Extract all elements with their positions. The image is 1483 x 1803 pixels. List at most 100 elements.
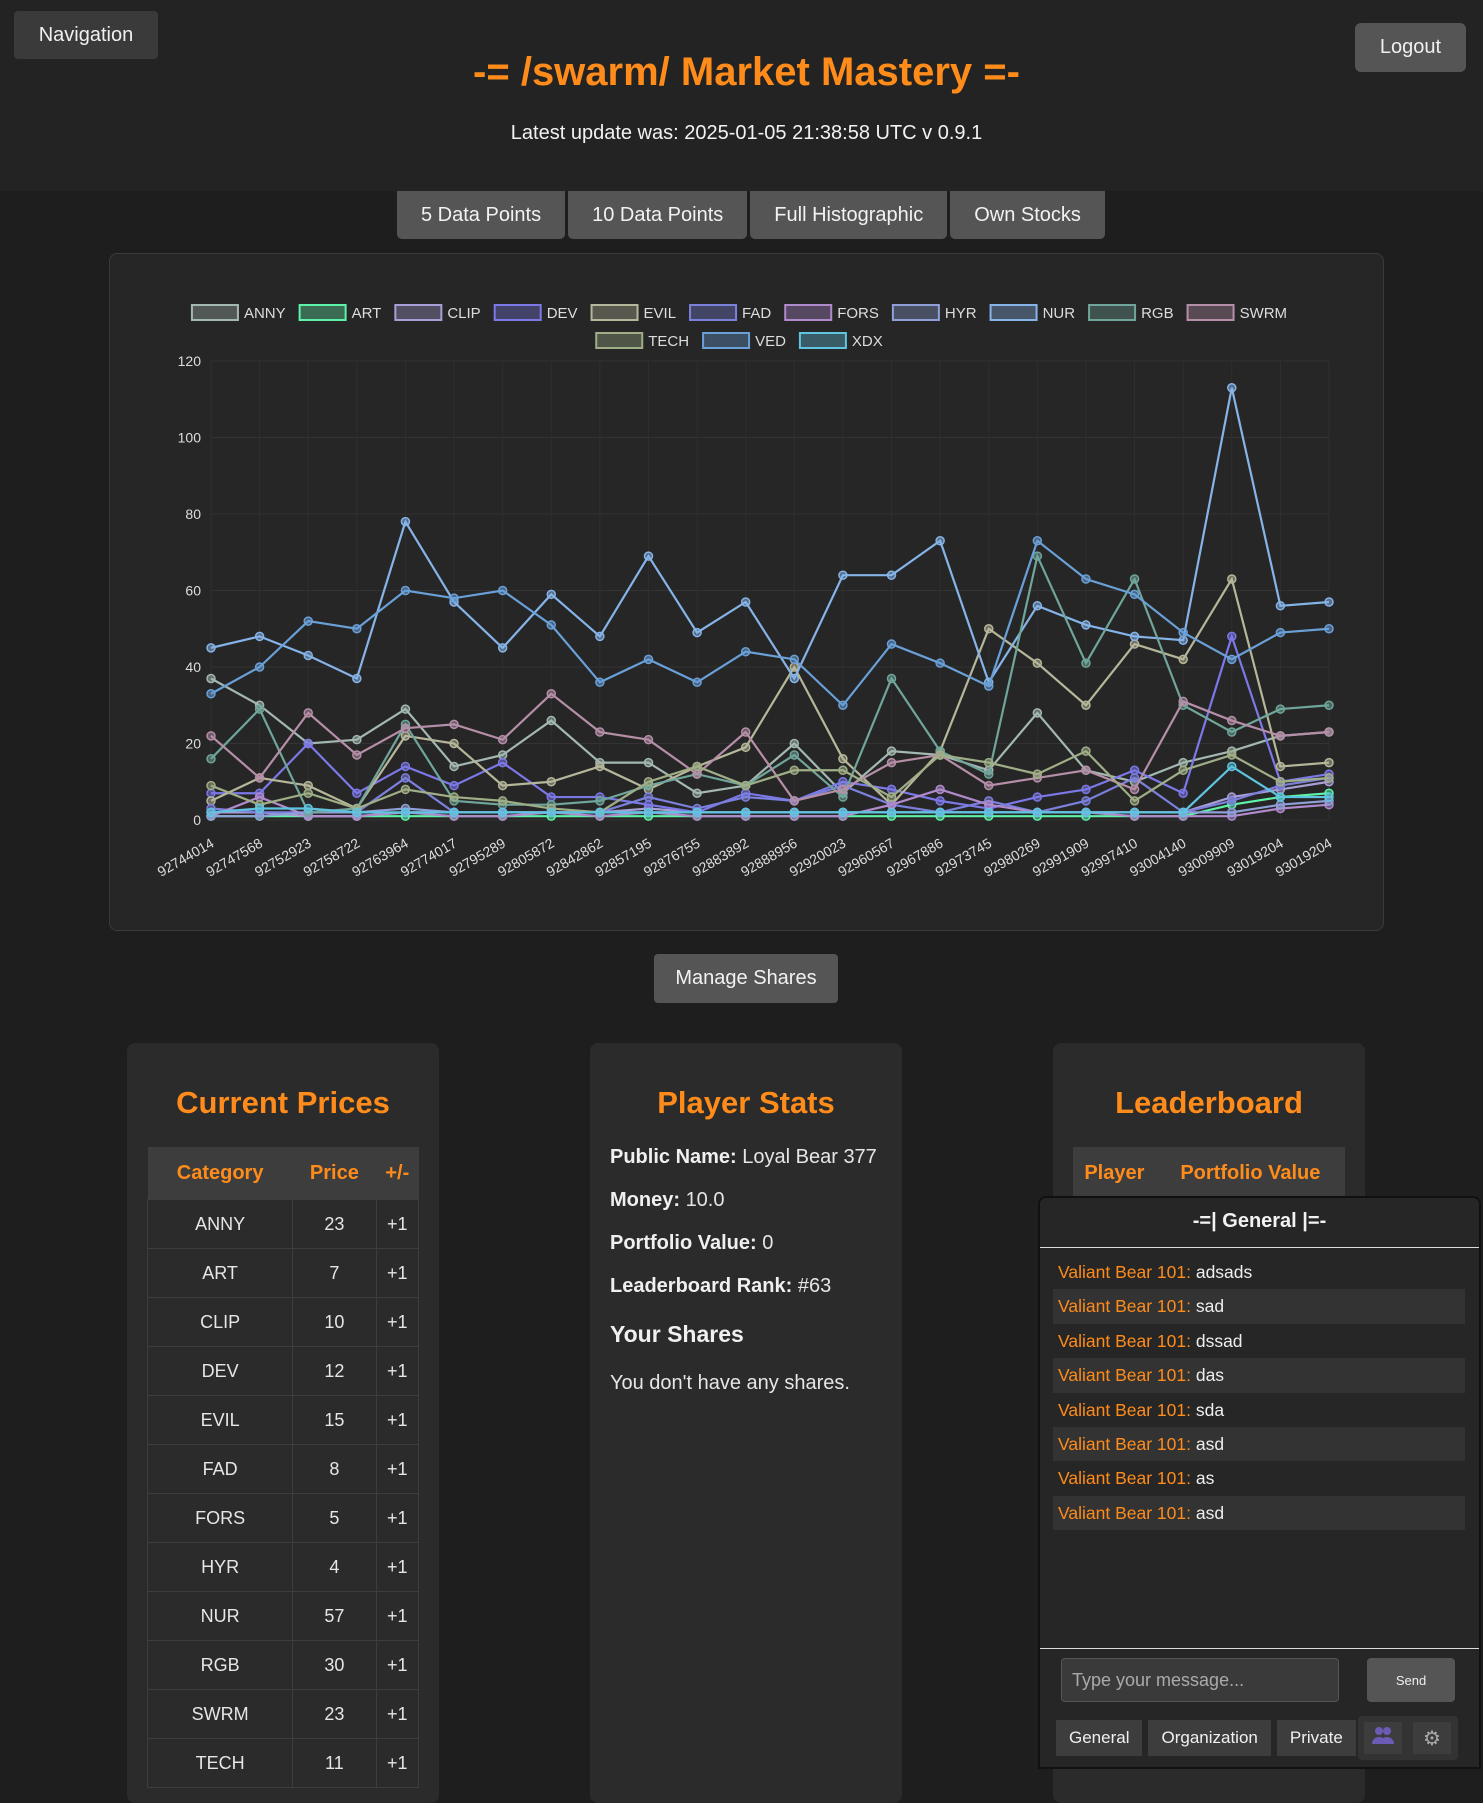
legend-label: EVIL	[644, 305, 677, 322]
data-point	[546, 689, 557, 699]
data-point	[643, 777, 654, 787]
data-point	[692, 769, 702, 779]
price-cell-change: +1	[375, 1542, 420, 1592]
current-prices-title: Current Prices	[176, 1085, 390, 1120]
data-point	[838, 784, 848, 795]
data-point	[352, 624, 362, 634]
chat-tab-organization[interactable]: Organization	[1148, 1720, 1271, 1756]
price-row: HYR 4 +1	[146, 1542, 420, 1592]
data-point	[1324, 757, 1334, 768]
data-point	[352, 750, 362, 760]
data-point	[497, 780, 508, 791]
series-line-fad	[210, 776, 1330, 814]
chat-message-author: Valiant Bear 101:	[1058, 1502, 1191, 1523]
chat-message-author: Valiant Bear 101:	[1058, 1330, 1191, 1351]
chat-message: Valiant Bear 101: adsads	[1053, 1255, 1465, 1289]
tab-own-stocks[interactable]: Own Stocks	[950, 191, 1105, 239]
data-point	[935, 750, 945, 760]
y-tick-label: 80	[185, 506, 201, 522]
price-cell-category: ART	[146, 1248, 294, 1298]
data-point	[692, 677, 702, 688]
chat-divider	[1040, 1247, 1479, 1248]
data-point	[546, 715, 557, 726]
data-point	[1178, 635, 1188, 645]
data-point	[546, 589, 557, 600]
data-point	[1081, 807, 1091, 818]
data-point	[303, 616, 313, 626]
price-cell-price: 4	[292, 1542, 377, 1592]
price-cell-category: RGB	[146, 1640, 294, 1690]
y-tick-label: 60	[185, 583, 201, 599]
data-point	[1032, 792, 1043, 802]
price-cell-category: SWRM	[146, 1689, 294, 1739]
tab-full-histographic[interactable]: Full Histographic	[750, 191, 948, 239]
data-point	[1178, 627, 1188, 638]
chat-message-text: asd	[1195, 1502, 1225, 1523]
navigation-button[interactable]: Navigation	[14, 11, 158, 59]
chat-message: Valiant Bear 101: sda	[1053, 1393, 1465, 1427]
price-chart: 0 20 40 60 80 100 120 92744014 92747568 92752923 9…	[109, 253, 1384, 931]
legend-label: SWRM	[1240, 305, 1288, 322]
data-point	[400, 731, 411, 741]
price-cell-price: 8	[292, 1444, 377, 1494]
chat-message: Valiant Bear 101: das	[1053, 1358, 1465, 1393]
data-point	[595, 796, 605, 806]
data-point	[400, 723, 411, 733]
chat-message: Valiant Bear 101: asd	[1053, 1426, 1465, 1462]
tab-10-data-points[interactable]: 10 Data Points	[568, 191, 748, 239]
chat-messages[interactable]: Valiant Bear 101: adsads Valiant Bear 101…	[1053, 1255, 1465, 1538]
chat-channel-tabs: General Organization Private	[1056, 1720, 1356, 1756]
logout-button[interactable]: Logout	[1355, 23, 1466, 72]
data-point	[254, 773, 265, 783]
chat-message-text: adsads	[1195, 1262, 1253, 1282]
price-cell-change: +1	[375, 1444, 420, 1494]
chat-message-input[interactable]	[1061, 1658, 1339, 1702]
chat-message-text: dssad	[1195, 1330, 1243, 1351]
chat-tab-private[interactable]: Private	[1276, 1720, 1356, 1756]
data-point	[1129, 796, 1140, 806]
legend-swatch	[891, 304, 940, 321]
price-cell-price: 23	[292, 1199, 377, 1249]
manage-shares-button[interactable]: Manage Shares	[654, 954, 838, 1003]
price-row: DEV 12 +1	[146, 1346, 420, 1396]
data-point	[935, 796, 945, 806]
prices-header-change: +/-	[376, 1147, 419, 1200]
y-tick-label: 40	[185, 659, 201, 675]
data-point	[1032, 807, 1043, 818]
data-point	[1324, 700, 1334, 710]
data-point	[1227, 727, 1237, 737]
tab-5-data-points[interactable]: 5 Data Points	[397, 191, 566, 239]
data-point	[886, 792, 897, 802]
data-point	[303, 650, 313, 661]
data-point	[1178, 765, 1188, 776]
gear-icon[interactable]: ⚙	[1413, 1722, 1451, 1754]
data-point	[1227, 654, 1237, 665]
y-tick-label: 20	[185, 736, 201, 752]
users-icon[interactable]	[1364, 1722, 1402, 1754]
chat-send-button[interactable]: Send	[1367, 1658, 1455, 1702]
chat-tab-general[interactable]: General	[1056, 1720, 1143, 1756]
data-point	[595, 761, 605, 772]
chat-message-author: Valiant Bear 101:	[1058, 1468, 1191, 1489]
public-name-label: Public Name:	[610, 1146, 737, 1168]
legend-label: DEV	[547, 305, 578, 322]
data-point	[740, 727, 751, 737]
data-point	[206, 807, 216, 818]
prices-table: Category Price +/- ANNY 23 +1 ART 7 +1 CLIP 10 +…	[146, 1147, 420, 1788]
chat-message-author: Valiant Bear 101:	[1058, 1537, 1191, 1538]
price-cell-price: 23	[292, 1689, 377, 1739]
data-point	[400, 704, 411, 714]
data-point	[983, 681, 994, 691]
your-shares-title: Your Shares	[610, 1321, 744, 1347]
data-point	[449, 593, 459, 603]
data-point	[886, 784, 897, 795]
chat-message-author: Valiant Bear 101:	[1058, 1399, 1191, 1420]
data-point	[692, 788, 702, 798]
data-point	[1227, 383, 1237, 393]
data-point	[886, 639, 897, 649]
data-point	[303, 738, 313, 749]
data-point	[303, 780, 313, 791]
price-cell-price: 30	[292, 1640, 377, 1690]
data-point	[206, 754, 216, 764]
data-point	[206, 788, 216, 798]
